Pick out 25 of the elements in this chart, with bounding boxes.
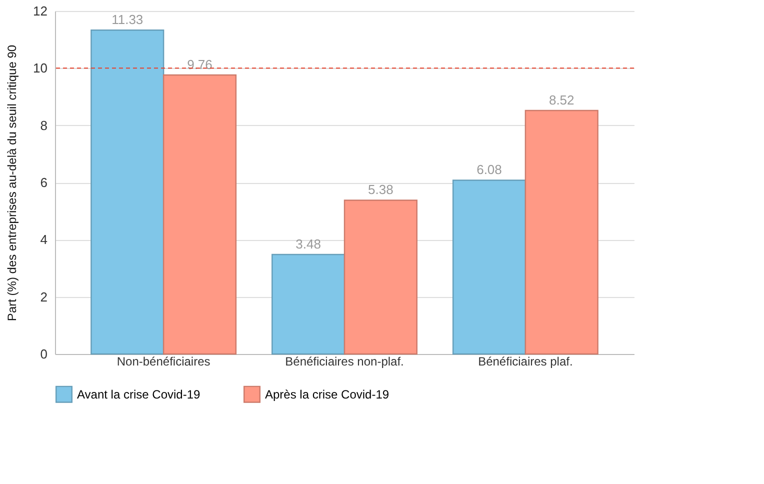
y-tick-label: 10 [33,60,48,76]
bar [272,254,346,355]
data-label: 5.38 [368,182,394,198]
y-tick-label: 0 [40,346,48,362]
bar [162,74,237,355]
data-label: 9.76 [187,57,212,72]
bar [452,180,526,355]
bar [344,200,418,355]
y-tick-label: 8 [40,118,48,133]
x-tick-label: Bénéficiaires non-plaf. [285,354,404,368]
y-tick-label: 6 [40,175,48,190]
x-tick-label: Non-bénéficiaires [116,354,210,368]
data-label: 6.08 [476,162,502,178]
y-axis-title: Part (%) des entreprises au-delà du seuil critique 90 [5,44,20,322]
data-label: 3.48 [296,236,321,252]
data-label: 11.33 [112,12,144,28]
legend-label: Après la crise Covid-19 [265,387,390,402]
bar [90,30,164,355]
y-tick-label: 2 [40,289,48,304]
bar [524,110,598,355]
legend-label: Avant la crise Covid-19 [77,387,200,402]
data-label: 8.52 [548,92,574,108]
y-tick-label: 4 [40,232,48,248]
y-tick-label: 12 [33,4,48,18]
x-tick-label: Bénéficiaires plaf. [478,354,573,368]
